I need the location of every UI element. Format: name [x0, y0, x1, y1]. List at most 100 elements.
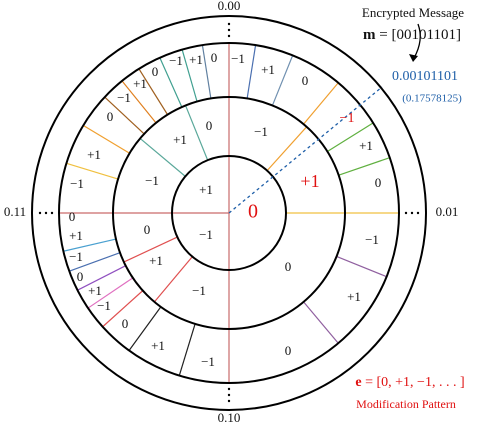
- divider: [181, 49, 198, 102]
- inner-cell-label: +1: [199, 182, 213, 197]
- outer-cell-label: 0: [122, 316, 129, 331]
- arrow: [413, 23, 421, 59]
- outer-cell-label: +1: [87, 147, 101, 162]
- outer-cell-label: −1: [340, 111, 355, 126]
- dot: [50, 211, 54, 215]
- pattern: e = [0, +1, −1, . . . ]: [355, 375, 464, 390]
- outer-cell-label: 0: [77, 269, 84, 284]
- divider: [104, 96, 145, 135]
- header-title: Encrypted Message: [362, 5, 464, 20]
- arrow-head: [409, 54, 418, 62]
- divider: [66, 162, 119, 180]
- dot: [227, 22, 231, 26]
- axis-label: 0.11: [4, 204, 26, 219]
- middle-cell-label: −1: [254, 124, 268, 139]
- divider: [246, 44, 257, 99]
- message: m = [00101101]: [363, 27, 461, 43]
- pattern-symbol: e: [355, 375, 361, 390]
- dot: [227, 387, 231, 391]
- pattern-caption: Modification Pattern: [356, 397, 456, 411]
- message-value: = [00101101]: [379, 27, 461, 43]
- dot: [227, 28, 231, 32]
- outer-cell-label: −1: [231, 51, 245, 66]
- divider: [69, 252, 121, 272]
- outer-cell-label: 0: [107, 109, 114, 124]
- divider: [201, 44, 212, 99]
- dot: [227, 393, 231, 397]
- middle-cell-label: 0: [206, 118, 213, 133]
- divider: [139, 137, 186, 177]
- divider: [159, 57, 183, 108]
- outer-cell-label: 0: [285, 343, 292, 358]
- outer-cell-label: +1: [88, 283, 102, 298]
- dot: [416, 211, 420, 215]
- divider: [123, 236, 178, 263]
- dividers: [59, 43, 399, 383]
- divider: [87, 277, 134, 309]
- outer-cell-label: 0: [302, 73, 309, 88]
- outer-cell-label: −1: [201, 354, 215, 369]
- outer-cell-label: +1: [151, 338, 165, 353]
- middle-cell-label: +1: [149, 253, 163, 268]
- dot: [44, 211, 48, 215]
- message-symbol: m: [363, 27, 376, 43]
- outer-cell-label: 0: [152, 64, 159, 79]
- middle-circle: [112, 96, 346, 330]
- outer-cell-label: −1: [365, 232, 379, 247]
- inner-cell-label: 0: [248, 201, 258, 223]
- divider: [327, 122, 374, 153]
- outer-cell-label: +1: [359, 138, 373, 153]
- axis-label: 0.10: [218, 410, 241, 425]
- divider: [303, 301, 339, 344]
- divider: [271, 55, 294, 106]
- middle-cell-label: +1: [300, 171, 319, 191]
- outer-cell-label: −1: [117, 90, 131, 105]
- divider: [184, 105, 209, 161]
- divider: [303, 82, 339, 125]
- divider: [338, 157, 390, 176]
- divider: [102, 290, 144, 328]
- outer-circle: [31, 15, 427, 411]
- divider: [82, 124, 130, 154]
- dot: [227, 34, 231, 38]
- axis-label: 0.01: [436, 204, 459, 219]
- middle-cell-label: −1: [145, 173, 159, 188]
- outer-cell-label: +1: [133, 76, 147, 91]
- middle-cell-label: +1: [173, 132, 187, 147]
- dot: [410, 211, 414, 215]
- outer-cell-label: −1: [169, 53, 183, 68]
- outer-cell-label: 0: [211, 50, 218, 65]
- outer-cell-label: −1: [70, 176, 84, 191]
- divider: [128, 306, 162, 351]
- middle-cell-label: 0: [285, 259, 292, 274]
- outer-cell-label: 0: [375, 175, 382, 190]
- dot: [404, 211, 408, 215]
- outer-cell-label: −1: [97, 298, 111, 313]
- divider: [138, 68, 169, 115]
- pointer-decimal: (0.17578125): [402, 93, 462, 105]
- dot: [38, 211, 42, 215]
- outer-cell-label: +1: [69, 228, 83, 243]
- divider: [336, 255, 387, 278]
- divider: [121, 80, 157, 124]
- outer-cell-label: +1: [261, 62, 275, 77]
- inner-cell-label: −1: [199, 227, 213, 242]
- outer-cell-label: +1: [347, 289, 361, 304]
- pointer-binary: 0.00101101: [392, 69, 458, 84]
- ellipsis-dots: [38, 22, 420, 403]
- axis-label: 0.00: [218, 0, 241, 13]
- outer-cell-label: −1: [69, 249, 83, 264]
- middle-cell-label: 0: [144, 222, 151, 237]
- ring-circle: [58, 42, 400, 384]
- divider: [77, 265, 126, 291]
- circles: [31, 15, 427, 411]
- outer-cell-label: 0: [69, 209, 76, 224]
- pattern-value: = [0, +1, −1, . . . ]: [365, 375, 465, 390]
- inner-circle: [171, 155, 287, 271]
- divider: [63, 238, 117, 252]
- outer-cell-label: +1: [189, 52, 203, 67]
- dot: [227, 399, 231, 403]
- divider: [178, 323, 196, 376]
- divider: [153, 256, 193, 303]
